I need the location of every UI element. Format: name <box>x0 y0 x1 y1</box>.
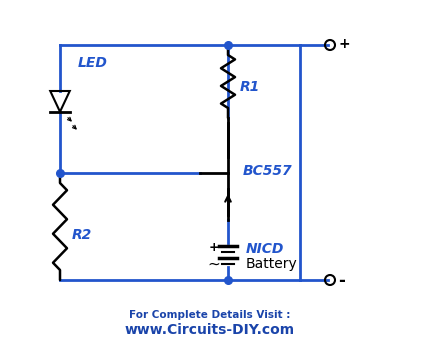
Text: Battery: Battery <box>246 257 298 271</box>
Text: +: + <box>338 37 349 51</box>
Text: R1: R1 <box>240 80 260 94</box>
Text: www.Circuits-DIY.com: www.Circuits-DIY.com <box>125 323 295 337</box>
Text: ~: ~ <box>208 256 220 271</box>
Text: -: - <box>338 272 345 290</box>
Text: For Complete Details Visit :: For Complete Details Visit : <box>129 310 290 320</box>
Text: BC557: BC557 <box>243 164 293 178</box>
Text: LED: LED <box>78 56 108 70</box>
Text: R2: R2 <box>72 228 92 242</box>
Text: NICD: NICD <box>246 242 284 256</box>
Text: +: + <box>209 240 219 253</box>
